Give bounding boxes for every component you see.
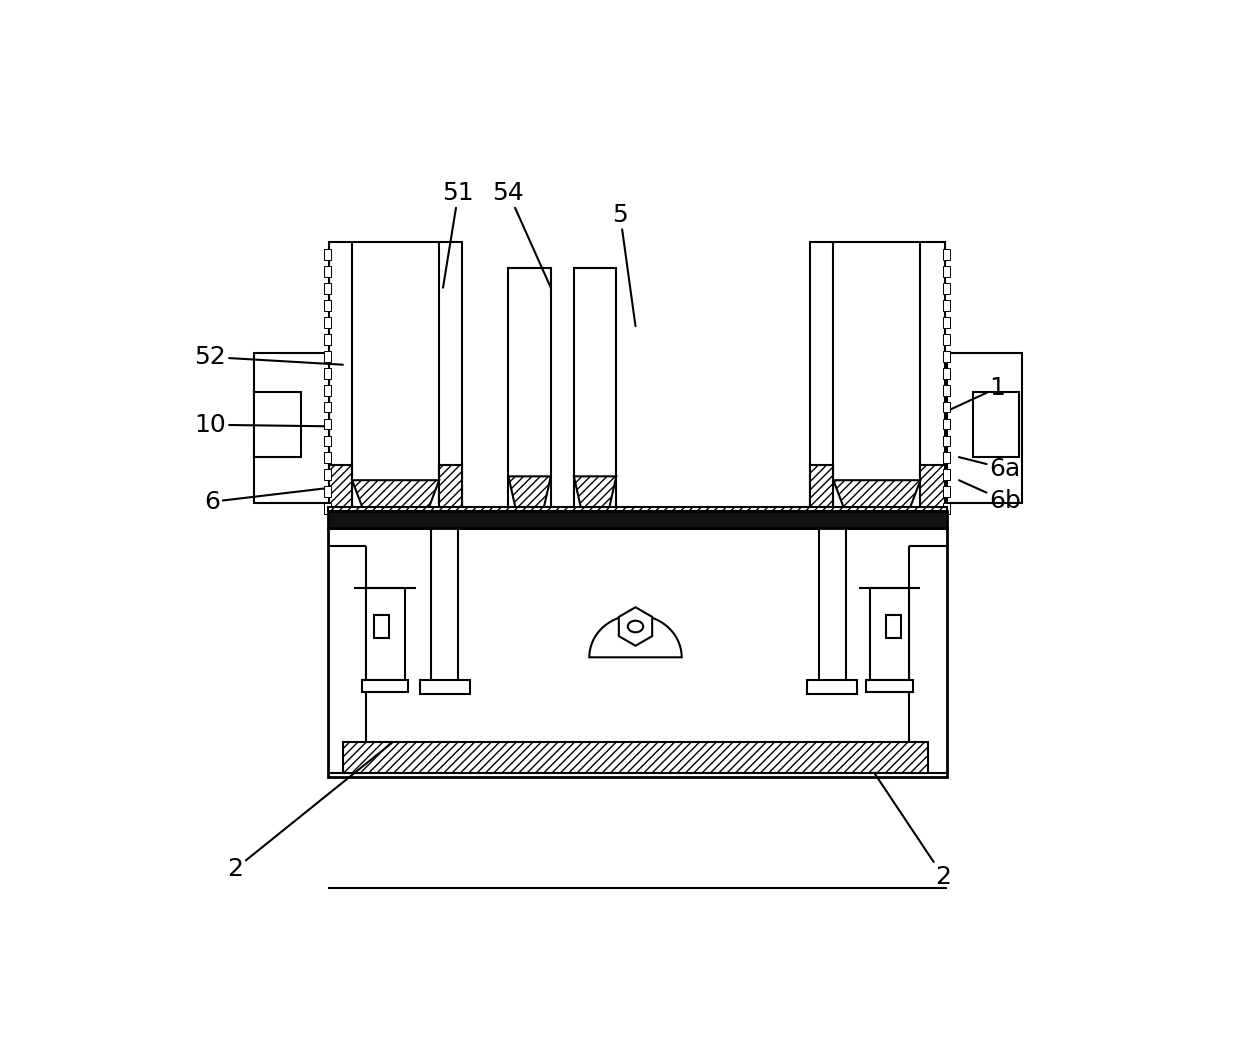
- Bar: [818, 528, 846, 681]
- Bar: [325, 402, 331, 413]
- Bar: [254, 392, 300, 457]
- Polygon shape: [327, 511, 947, 528]
- Bar: [944, 384, 950, 396]
- Bar: [325, 436, 331, 446]
- Bar: [325, 368, 331, 379]
- Text: 52: 52: [195, 345, 343, 369]
- Bar: [944, 402, 950, 413]
- Bar: [944, 469, 950, 480]
- Bar: [972, 392, 1019, 457]
- Bar: [325, 453, 331, 463]
- Bar: [944, 453, 950, 463]
- Bar: [867, 680, 913, 692]
- Bar: [508, 269, 551, 511]
- Bar: [432, 528, 459, 681]
- Bar: [885, 615, 901, 638]
- Text: 54: 54: [492, 181, 551, 288]
- Bar: [810, 242, 945, 511]
- Bar: [944, 249, 950, 260]
- Bar: [329, 242, 463, 511]
- Polygon shape: [508, 477, 551, 511]
- Bar: [362, 680, 408, 692]
- Bar: [366, 588, 404, 680]
- Bar: [325, 334, 331, 344]
- Text: 10: 10: [195, 413, 329, 437]
- Bar: [325, 300, 331, 311]
- Bar: [325, 486, 331, 497]
- Polygon shape: [589, 615, 682, 657]
- Polygon shape: [329, 465, 352, 511]
- Bar: [944, 436, 950, 446]
- Bar: [325, 317, 331, 328]
- Bar: [944, 317, 950, 328]
- Polygon shape: [920, 465, 945, 511]
- Bar: [870, 588, 909, 680]
- Text: 51: 51: [443, 181, 474, 288]
- Polygon shape: [833, 480, 920, 511]
- Polygon shape: [352, 480, 439, 511]
- Text: 6: 6: [205, 488, 329, 513]
- Bar: [325, 351, 331, 361]
- Bar: [325, 469, 331, 480]
- Polygon shape: [574, 477, 616, 511]
- Bar: [325, 249, 331, 260]
- Bar: [944, 284, 950, 294]
- Bar: [325, 384, 331, 396]
- Text: 1: 1: [947, 376, 1006, 411]
- Bar: [420, 680, 470, 694]
- Bar: [325, 419, 331, 429]
- Bar: [944, 419, 950, 429]
- Text: 2: 2: [227, 742, 393, 881]
- Bar: [944, 351, 950, 361]
- Bar: [944, 368, 950, 379]
- Bar: [807, 680, 857, 694]
- Polygon shape: [439, 465, 463, 511]
- Bar: [254, 353, 329, 503]
- Bar: [944, 503, 950, 514]
- Bar: [325, 266, 331, 277]
- Polygon shape: [619, 607, 652, 646]
- Bar: [944, 334, 950, 344]
- Bar: [947, 353, 1022, 503]
- Bar: [944, 300, 950, 311]
- Polygon shape: [327, 507, 947, 511]
- Text: 5: 5: [613, 203, 635, 327]
- Ellipse shape: [627, 621, 644, 632]
- Text: 6b: 6b: [959, 480, 1021, 513]
- Bar: [373, 615, 389, 638]
- Polygon shape: [810, 465, 833, 511]
- Bar: [325, 503, 331, 514]
- Polygon shape: [343, 742, 928, 773]
- Bar: [944, 266, 950, 277]
- Text: 2: 2: [874, 773, 951, 888]
- Bar: [944, 486, 950, 497]
- Bar: [574, 269, 616, 511]
- Bar: [325, 284, 331, 294]
- Bar: [327, 528, 947, 777]
- Text: 6a: 6a: [959, 457, 1021, 481]
